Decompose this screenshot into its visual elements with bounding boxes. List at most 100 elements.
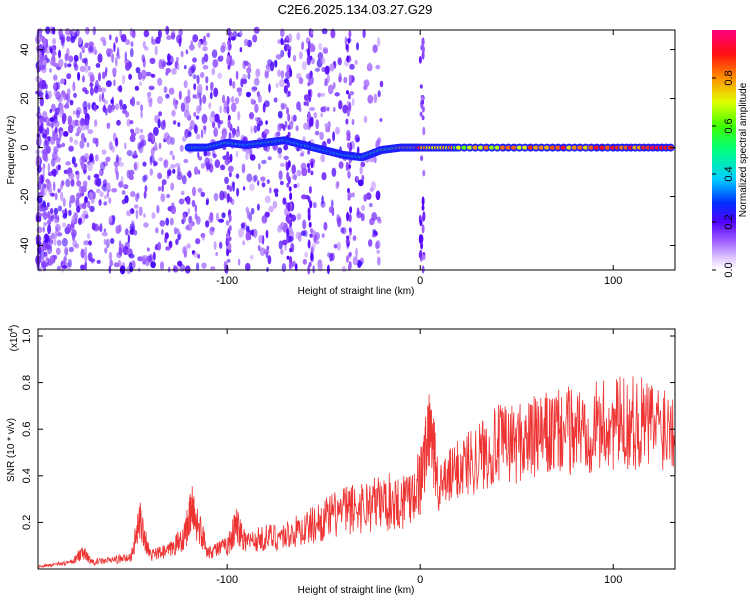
colorbar: 0.0 0.2 0.4 0.6 0.8 Normalized spectral ampl… bbox=[712, 30, 749, 278]
heatmap-noise-cell bbox=[124, 241, 130, 250]
heatmap-trace-cell bbox=[466, 145, 473, 150]
snr-multiplier: (x104) bbox=[8, 325, 20, 352]
heatmap-noise-cell bbox=[371, 233, 376, 238]
heatmap-noise-cell bbox=[232, 133, 235, 139]
heatmap-noise-cell bbox=[84, 152, 89, 161]
heatmap-noise-cell bbox=[68, 55, 74, 63]
heatmap-noise-cell bbox=[73, 110, 76, 115]
heatmap-noise-cell bbox=[95, 80, 99, 90]
heatmap-noise-cell bbox=[67, 124, 74, 134]
heatmap-streak-cell bbox=[286, 81, 290, 88]
heatmap-noise-cell bbox=[235, 70, 239, 80]
heatmap-noise-cell bbox=[332, 131, 335, 142]
heatmap-streak-cell bbox=[348, 74, 352, 83]
heatmap-noise-cell bbox=[153, 161, 158, 167]
heatmap-noise-cell bbox=[139, 134, 145, 141]
heatmap-noise-cell bbox=[192, 57, 197, 63]
heatmap-noise-cell bbox=[277, 110, 283, 119]
heatmap-noise-cell bbox=[248, 212, 253, 222]
heatmap-noise-cell bbox=[143, 191, 147, 199]
heatmap-noise-cell bbox=[331, 199, 334, 208]
heatmap-noise-cell bbox=[217, 72, 223, 80]
heatmap-noise-cell bbox=[337, 57, 342, 66]
heatmap-streak-cell bbox=[348, 251, 352, 257]
heatmap-noise-cell bbox=[280, 70, 285, 79]
heatmap-noise-cell bbox=[42, 200, 46, 208]
heatmap-noise-cell bbox=[280, 249, 284, 255]
heatmap-noise-cell bbox=[330, 28, 336, 39]
heatmap-noise-cell bbox=[83, 137, 87, 143]
heatmap-streak-cell bbox=[226, 95, 230, 106]
heatmap-noise-cell bbox=[58, 49, 61, 59]
heatmap-streak-cell bbox=[286, 171, 290, 181]
heatmap-streak-cell bbox=[288, 186, 292, 192]
heatmap-noise-cell bbox=[87, 102, 91, 110]
heatmap-noise-cell bbox=[157, 241, 162, 251]
heatmap-noise-cell bbox=[182, 245, 188, 255]
heatmap-noise-cell bbox=[376, 249, 381, 254]
heatmap-noise-cell bbox=[48, 235, 52, 244]
heatmap-noise-cell bbox=[253, 125, 258, 134]
heatmap-noise-cell bbox=[253, 228, 258, 238]
heatmap-noise-cell bbox=[317, 92, 322, 98]
heatmap-noise-cell bbox=[250, 125, 253, 134]
heatmap-streak-cell bbox=[286, 64, 290, 72]
heatmap-noise-cell bbox=[157, 186, 162, 192]
heatmap-noise-cell bbox=[54, 230, 58, 239]
heatmap-noise-cell bbox=[220, 164, 226, 171]
heatmap-streak-cell bbox=[420, 234, 424, 244]
heatmap-noise-cell bbox=[357, 179, 364, 187]
heatmap-noise-cell bbox=[60, 183, 63, 190]
heatmap-noise-cell bbox=[84, 196, 88, 204]
heatmap-noise-cell bbox=[75, 28, 80, 37]
heatmap-noise-cell bbox=[315, 119, 320, 130]
heatmap-streak-cell bbox=[310, 42, 314, 53]
heatmap-noise-cell bbox=[280, 180, 284, 186]
heatmap-noise-cell bbox=[363, 115, 368, 123]
heatmap-streak-cell bbox=[286, 182, 290, 188]
heatmap-noise-cell bbox=[379, 80, 384, 88]
heatmap-noise-cell bbox=[87, 200, 91, 209]
heatmap-noise-cell bbox=[319, 57, 326, 65]
heatmap-noise-cell bbox=[158, 142, 162, 150]
snr-x-tick-label: 100 bbox=[604, 574, 622, 586]
heatmap-noise-cell bbox=[60, 36, 65, 46]
colorbar-tick-label: 0.8 bbox=[723, 70, 735, 85]
heatmap-noise-cell bbox=[128, 73, 133, 80]
heatmap-streak-cell bbox=[287, 125, 291, 130]
heatmap-noise-cell bbox=[84, 260, 87, 271]
heatmap-noise-cell bbox=[351, 98, 355, 106]
heatmap-noise-cell bbox=[66, 35, 71, 42]
heatmap-noise-cell bbox=[146, 247, 150, 252]
heatmap-streak-cell bbox=[420, 155, 424, 162]
heatmap-noise-cell bbox=[275, 82, 279, 88]
heatmap-noise-cell bbox=[379, 118, 383, 122]
heatmap-noise-cell bbox=[237, 258, 241, 266]
heatmap-noise-cell bbox=[202, 94, 207, 104]
heatmap-noise-cell bbox=[157, 118, 161, 129]
heatmap-noise-cell bbox=[66, 73, 72, 80]
heatmap-noise-cell bbox=[97, 53, 103, 64]
heatmap-streak-cell bbox=[309, 70, 313, 78]
heatmap-noise-cell bbox=[280, 28, 285, 38]
heatmap-streak-cell bbox=[228, 43, 232, 50]
heatmap-streak-cell bbox=[226, 232, 229, 239]
chart-title: C2E6.2025.134.03.27.G29 bbox=[278, 2, 433, 17]
heatmap-streak-cell bbox=[307, 81, 311, 87]
heatmap-streak-cell bbox=[289, 68, 293, 78]
colorbar-tick-label: 0.0 bbox=[723, 262, 735, 277]
heatmap-noise-cell bbox=[219, 190, 225, 201]
heatmap-noise-cell bbox=[128, 169, 135, 176]
heatmap-streak-cell bbox=[226, 238, 230, 245]
heatmap-noise-cell bbox=[238, 228, 244, 238]
heatmap-noise-cell bbox=[213, 192, 219, 202]
heatmap-noise-cell bbox=[168, 240, 173, 249]
heatmap-noise-cell bbox=[140, 128, 144, 134]
heatmap-noise-cell bbox=[130, 41, 134, 47]
heatmap-noise-cell bbox=[117, 259, 122, 268]
heatmap-noise-cell bbox=[155, 227, 159, 234]
heatmap-noise-cell bbox=[245, 91, 252, 98]
heatmap-trace-cell bbox=[560, 145, 567, 150]
heatmap-noise-cell bbox=[70, 178, 75, 187]
heatmap-noise-cell bbox=[64, 62, 67, 69]
